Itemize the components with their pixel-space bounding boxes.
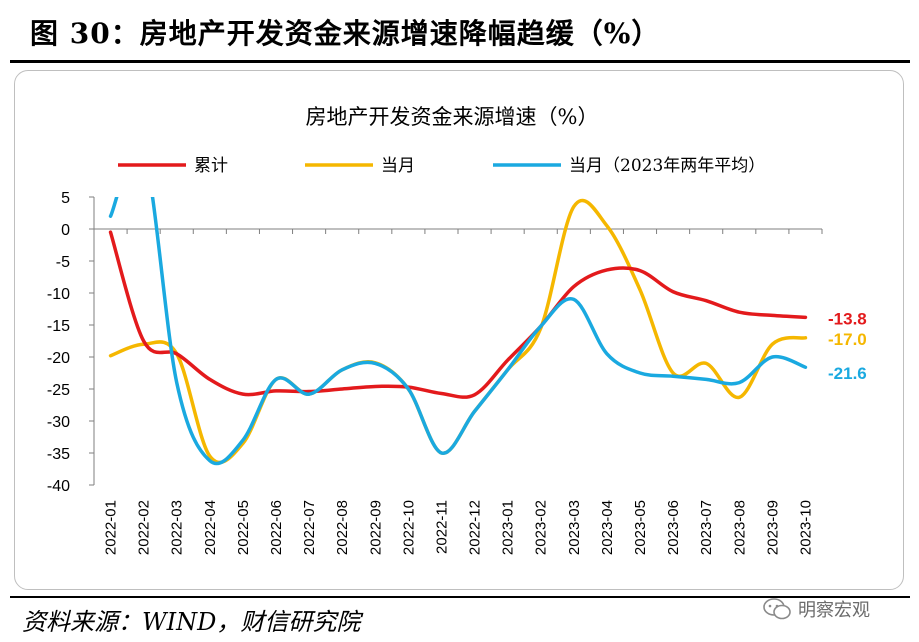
watermark-text: 明察宏观 <box>798 600 870 621</box>
source-note: 资料来源：WIND，财信研究院 <box>22 608 361 636</box>
x-tick-label: 2023-06 <box>665 500 682 555</box>
end-label-monthly: -17.0 <box>828 330 867 349</box>
legend: 累计 当月 当月（2023年两年平均） <box>118 156 765 176</box>
chart-frame <box>14 70 904 590</box>
y-tick-label: -15 <box>47 318 70 335</box>
y-tick-label: -35 <box>47 446 70 463</box>
x-tick-label: 2022-03 <box>169 500 186 555</box>
x-tick-label: 2022-08 <box>334 500 351 555</box>
y-tick-label: -5 <box>56 254 70 271</box>
x-tick-label: 2023-07 <box>698 500 715 555</box>
y-tick-label: -20 <box>47 350 70 367</box>
chart-title: 房地产开发资金来源增速（%） <box>306 105 599 129</box>
x-tick-label: 2023-10 <box>797 500 814 555</box>
x-tick-label: 2022-10 <box>400 500 417 555</box>
x-tick-label: 2022-05 <box>235 500 252 555</box>
x-tick-label: 2023-09 <box>764 500 781 555</box>
x-tick-label: 2022-02 <box>136 500 153 555</box>
series-line-monthly <box>108 198 808 465</box>
x-tick-label: 2022-12 <box>467 500 484 555</box>
y-tick-label: -10 <box>47 286 70 303</box>
y-tick-label: 5 <box>61 190 70 207</box>
y-tick-label: -30 <box>47 414 70 431</box>
wechat-icon <box>763 598 791 620</box>
x-tick-label: 2023-03 <box>566 500 583 555</box>
y-tick-label: -25 <box>47 382 70 399</box>
end-label-two-year-avg: -21.6 <box>828 364 867 383</box>
x-tick-label: 2023-01 <box>500 500 517 555</box>
legend-label-monthly: 当月 <box>381 156 415 176</box>
series-layer <box>108 197 808 466</box>
x-tick-label: 2022-04 <box>202 500 219 555</box>
x-tick-label: 2023-04 <box>599 500 616 555</box>
y-tick-label: 0 <box>61 222 70 239</box>
x-tick-label: 2023-02 <box>533 500 550 555</box>
x-tick-label: 2022-01 <box>103 500 120 555</box>
figure-title: 图 30：房地产开发资金来源增速降幅趋缓（%） <box>30 17 661 50</box>
x-tick-label: 2022-09 <box>367 500 384 555</box>
series-line-cumulative <box>108 230 808 399</box>
legend-label-two-year-avg: 当月（2023年两年平均） <box>569 156 765 176</box>
bottom-rule <box>10 596 910 598</box>
end-labels: -13.8 -17.0 -21.6 <box>828 309 867 383</box>
legend-label-cumulative: 累计 <box>194 156 228 176</box>
watermark: 明察宏观 <box>762 596 870 622</box>
x-tick-label: 2022-06 <box>268 500 285 555</box>
top-rule <box>10 60 910 63</box>
x-tick-label: 2023-08 <box>731 500 748 555</box>
end-label-cumulative: -13.8 <box>828 309 867 328</box>
x-tick-label: 2023-05 <box>632 500 649 555</box>
axes: 5 0 -5 -10 -15 -20 -25 -30 -35 -40 2022-01 2022-02 2… <box>47 190 823 555</box>
x-tick-label: 2022-07 <box>301 500 318 555</box>
x-tick-label: 2022-11 <box>433 500 450 554</box>
series-line-two-year-avg <box>108 197 808 466</box>
y-tick-label: -40 <box>47 478 70 495</box>
